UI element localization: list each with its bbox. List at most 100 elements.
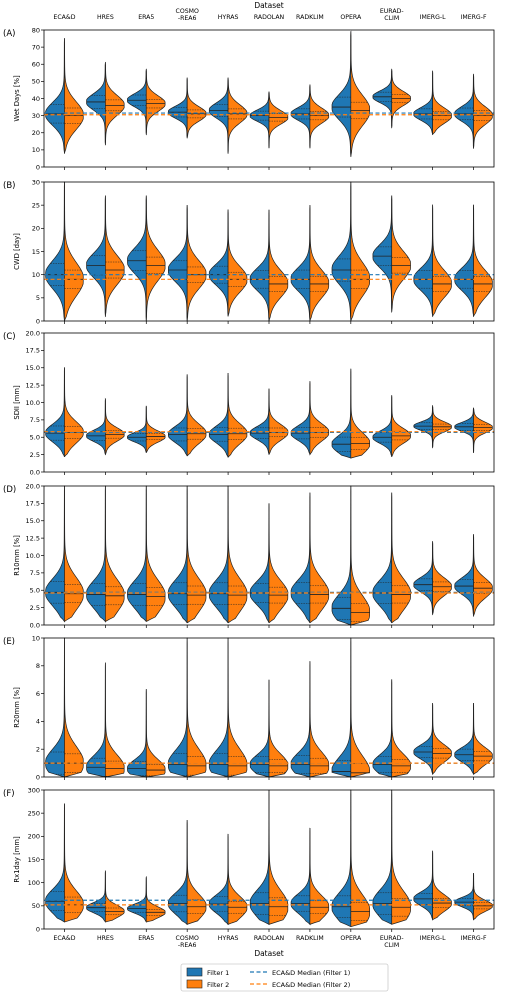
violin-filter2-9 [432,541,452,616]
violin-filter1-10 [454,73,474,149]
violin-filter2-3 [186,818,207,926]
violin-filter1-9 [413,541,434,616]
violin-filter2-3 [186,374,207,457]
violin-filter1-1 [86,61,106,146]
y-tick-label: 8 [36,662,40,670]
y-axis-label: Wet Days [%] [13,75,21,122]
y-tick-label: 0.0 [30,621,40,629]
panel-letter: (F) [3,789,15,799]
violin-filter2-1 [104,870,125,923]
violin-filter1-7 [331,368,352,459]
panel-letter: (C) [3,332,16,342]
violin-filter1-6 [290,205,311,322]
y-tick-label: 10.0 [26,399,40,407]
y-axis-label: R10mm [%] [13,535,21,576]
violin-filter2-3 [186,204,207,322]
violin-filter2-5 [268,503,289,624]
violin-filter2-0 [64,803,84,923]
violin-filter1-0 [45,367,65,458]
violin-filter2-10 [473,73,493,149]
violin-filter1-5 [249,789,270,925]
panel-letter: (E) [3,637,15,647]
y-tick-label: 7.5 [30,569,40,577]
y-tick-label: 15.0 [26,364,40,372]
violin-filter2-4 [227,485,248,624]
violin-filter1-8 [372,789,393,925]
violin-filter1-6 [290,381,311,455]
dataset-label-top: OPERA [340,14,362,21]
violin-filter2-6 [309,827,330,925]
violin-filter2-6 [309,84,330,149]
y-tick-label: 300 [28,786,40,794]
y-tick-label: 10 [32,634,40,642]
dataset-label-top: COSMO -REA6 [176,8,199,22]
violin-filter1-0 [45,181,65,322]
violin-filter1-2 [127,876,147,923]
violin-filter2-5 [268,789,289,925]
violin-filter2-2 [145,876,166,923]
violin-filter1-2 [127,689,147,778]
violin-filter2-0 [64,637,84,778]
dataset-label-top: EURAD-CLIM [380,8,404,22]
violin-filter2-5 [268,91,289,149]
violin-filter2-7 [350,30,370,157]
y-tick-label: 250 [28,809,40,817]
dataset-label-bottom: RADOLAN [254,935,285,942]
violin-filter2-4 [227,209,248,317]
y-tick-label: 10 [32,146,40,154]
violin-filter1-9 [413,850,434,921]
top-axis-title: Dataset [254,1,283,10]
violin-filter1-0 [45,803,65,923]
y-tick-label: 0 [36,925,40,933]
violin-filter2-10 [473,873,493,921]
dataset-label-top: RADKLIM [296,14,324,21]
violin-filter2-0 [63,181,84,322]
violin-filter2-6 [309,205,330,322]
violin-filter1-8 [372,679,393,778]
dataset-label-bottom: ERA5 [138,935,154,942]
violin-filter2-2 [145,689,166,778]
y-tick-label: 20 [32,225,40,233]
violin-filter2-8 [391,492,411,625]
panel-e: 0 2 4 6 8 10 R20mm [%] (E) [3,634,495,781]
violin-filter1-3 [168,485,188,624]
y-tick-label: 6 [36,690,40,698]
y-tick-label: 17.5 [26,500,40,508]
y-axis-label: SDII [mm] [13,385,21,420]
dataset-label-bottom: IMERG-F [461,935,487,942]
violin-filter1-6 [290,661,311,778]
violin-filter1-4 [208,77,229,154]
y-tick-label: 0 [36,163,40,171]
violin-filter2-8 [391,789,411,925]
dataset-label-bottom: RADKLIM [296,935,324,942]
violin-filter2-10 [473,407,493,453]
y-axis-label: R20mm [%] [13,687,21,728]
dataset-label-top: HRES [97,14,114,21]
dataset-label-bottom: COSMO -REA6 [176,935,199,949]
violin-filter1-2 [127,404,147,453]
violin-filter2-1 [105,662,125,778]
violin-filter2-4 [227,833,248,925]
violin-filter2-2 [145,404,166,453]
y-tick-label: 0 [36,317,40,325]
violin-filter1-7 [331,637,352,778]
y-tick-label: 30 [32,178,40,186]
violin-filter2-9 [432,70,452,136]
y-tick-label: 2.5 [30,604,40,612]
violin-filter1-5 [249,679,270,778]
y-tick-label: 10 [32,271,40,279]
violin-filter2-9 [432,204,452,317]
y-tick-label: 5.0 [30,434,40,442]
legend: Filter 1 Filter 2 ECA&D Median (Filter 1) E… [180,963,389,992]
violin-filter2-8 [391,395,411,458]
y-tick-label: 15 [32,248,40,256]
violin-filter1-4 [208,637,229,778]
y-tick-label: 0.0 [30,468,40,476]
violin-filter1-0 [45,637,65,778]
legend-label-median1: ECA&D Median (Filter 1) [272,969,350,977]
dataset-label-bottom: HYRAS [218,935,239,942]
dataset-label-top: ERA5 [138,14,154,21]
violin-filter2-6 [309,492,330,624]
violin-filter1-7 [331,789,352,928]
